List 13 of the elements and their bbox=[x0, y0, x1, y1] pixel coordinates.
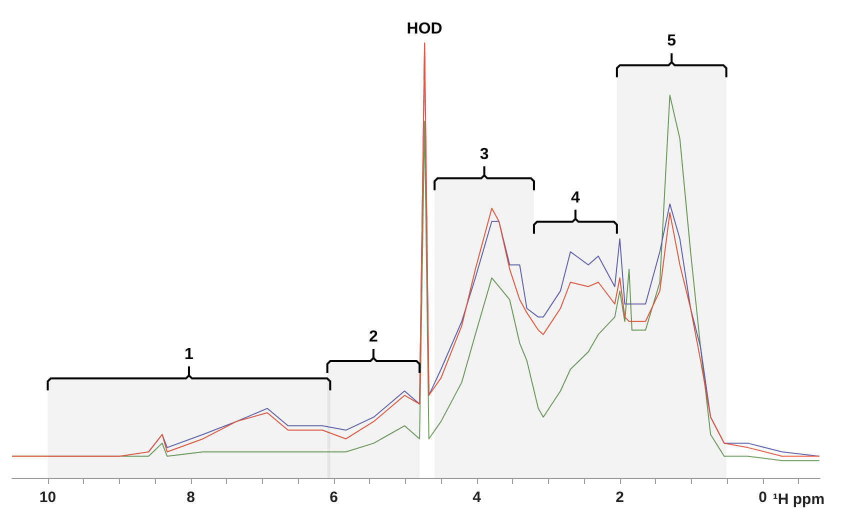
band-label: 5 bbox=[667, 32, 676, 50]
band-label: 3 bbox=[480, 146, 489, 163]
x-tick-label: 4 bbox=[472, 489, 482, 506]
x-tick-label: 10 bbox=[39, 489, 56, 506]
x-axis-title: ¹H ppm bbox=[772, 491, 825, 508]
annotation: HOD bbox=[406, 20, 442, 38]
x-tick-label: 2 bbox=[616, 489, 624, 506]
band-label: 4 bbox=[571, 189, 580, 206]
x-tick-label: 8 bbox=[186, 489, 195, 506]
band-label: 2 bbox=[369, 328, 378, 346]
band-label: 1 bbox=[184, 346, 194, 363]
x-tick-label: 0 bbox=[758, 489, 767, 506]
x-tick-label: 6 bbox=[330, 489, 338, 506]
